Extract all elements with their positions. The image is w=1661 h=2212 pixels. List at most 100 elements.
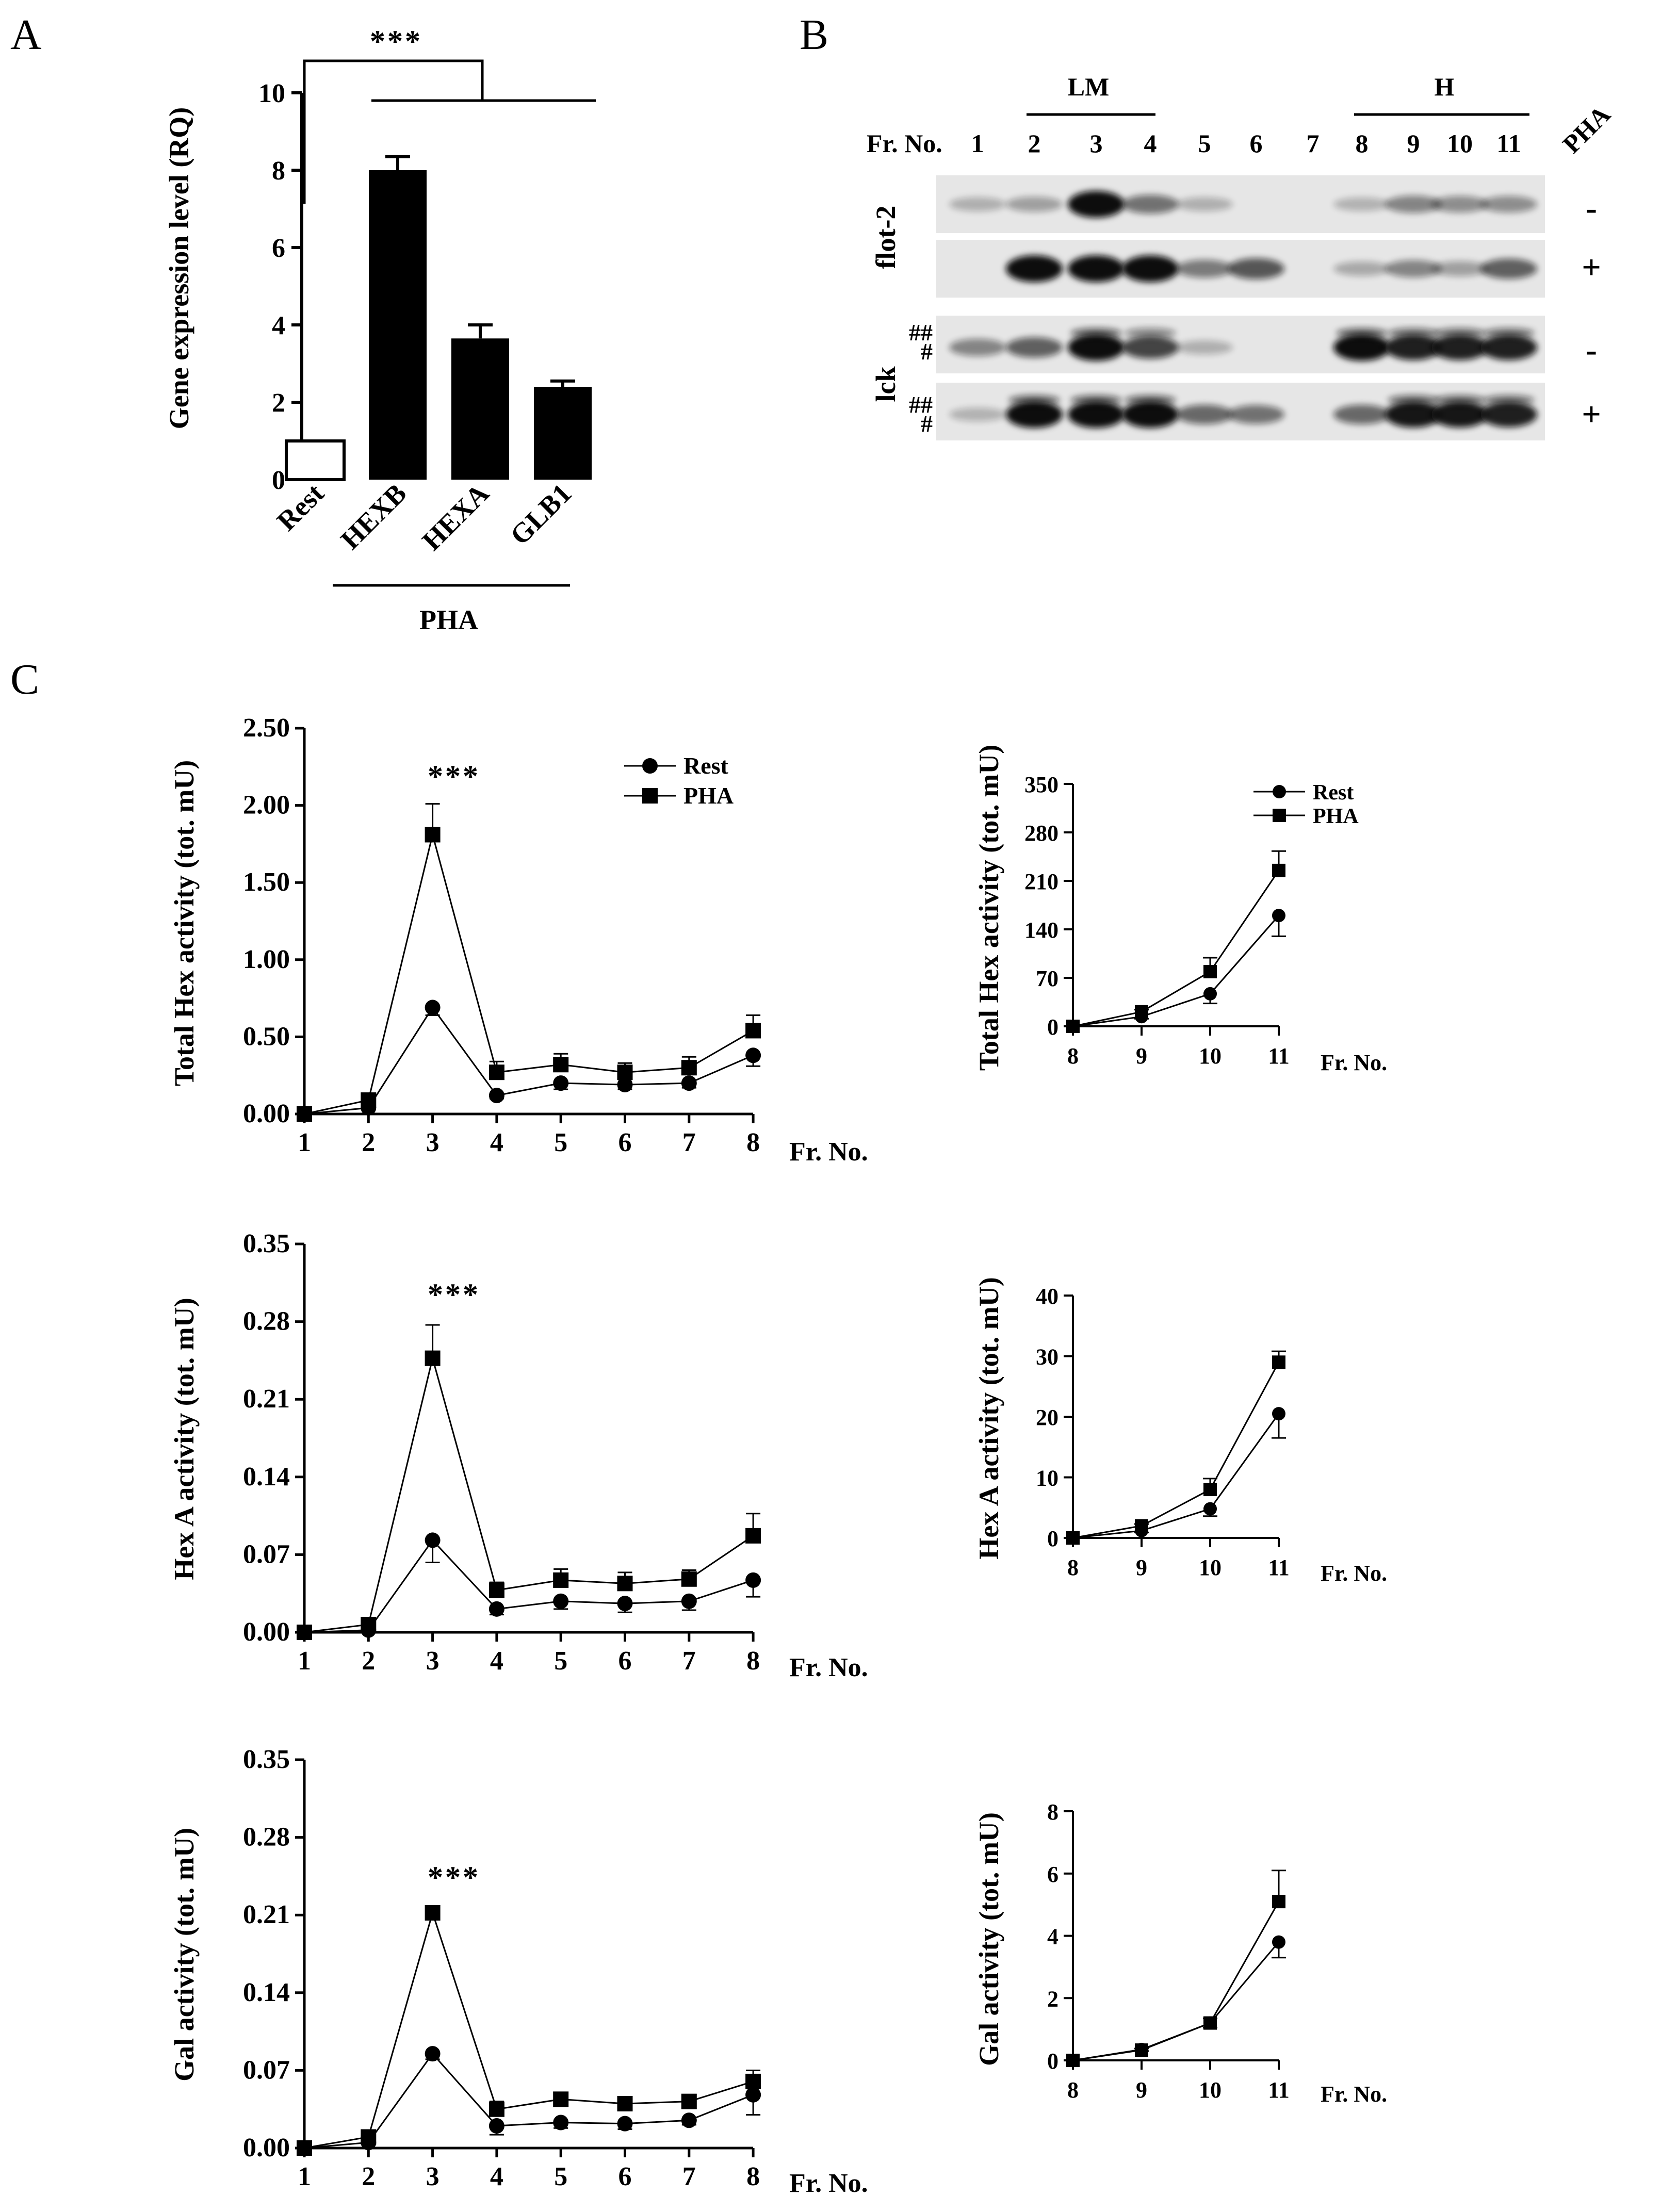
line-chart-gal-high: 0 2 4 6 8 8 9 10 11 Fr. No. Gal activity (tot. mU) — [973, 1799, 1387, 2107]
x-axis-label: Fr. No. — [1321, 1561, 1387, 1586]
series-line-pha — [1072, 870, 1280, 1027]
blot-sign-lck-rest: - — [1586, 331, 1597, 369]
point-pha — [745, 1023, 761, 1039]
blot-band — [1006, 255, 1063, 282]
y-tick-label: 0.07 — [243, 2055, 290, 2085]
blot-hash-single-1: # — [921, 338, 933, 365]
blot-band-upper — [1483, 395, 1535, 405]
series-line-rest — [1072, 915, 1280, 1027]
blot-band — [1333, 197, 1390, 211]
legend-marker-pha — [1273, 809, 1286, 822]
point-pha — [681, 2093, 697, 2109]
x-tick-label: 9 — [1136, 1555, 1147, 1580]
y-tick-label: 140 — [1024, 917, 1059, 943]
blot-lm-label: LM — [1068, 72, 1110, 101]
x-axis-label: Fr. No. — [1321, 1050, 1387, 1075]
blot-sign-lck-pha: + — [1582, 396, 1601, 433]
line-chart-hexa-low: 0.00 0.07 0.14 0.21 0.28 0.35 1 2 3 4 5 6 7 8 Fr. No. H… — [169, 1229, 868, 1682]
y-axis-label: Total Hex activity (tot. mU) — [973, 745, 1004, 1071]
point-pha — [745, 1528, 761, 1544]
blot-band — [1385, 401, 1442, 428]
series-line-pha — [1072, 1901, 1280, 2061]
point-pha — [361, 1616, 377, 1632]
blot-fraction-label: Fr. No. — [867, 129, 942, 158]
series-line-pha — [304, 1910, 754, 2149]
x-tick-label: 4 — [490, 1128, 503, 1157]
point-pha — [617, 1576, 633, 1592]
line-chart-total-hex-high: 0 70 140 210 280 350 8 9 10 11 Fr. No. Total Hex ac… — [973, 745, 1387, 1075]
point-pha — [617, 2095, 633, 2111]
point-pha — [553, 1572, 569, 1588]
blot-band — [1333, 404, 1390, 424]
blot-band — [1385, 195, 1442, 213]
y-tick-label: 2.50 — [243, 713, 290, 743]
x-tick-label: 7 — [682, 1128, 696, 1157]
blot-hash-single-2: # — [921, 411, 933, 437]
blot-protein-flot2: flot-2 — [870, 206, 901, 269]
point-rest — [745, 1047, 761, 1063]
x-tick-label: 11 — [1268, 2077, 1290, 2103]
x-tick-label: 1 — [298, 2162, 311, 2191]
y-tick-label: 0.14 — [243, 1978, 290, 2007]
blot-band — [1006, 196, 1063, 212]
point-pha — [1203, 1483, 1217, 1496]
point-pha — [1272, 1355, 1285, 1369]
bar-y-tick-label: 10 — [258, 79, 285, 108]
x-tick-label: 6 — [618, 1128, 632, 1157]
y-tick-label: 0 — [1047, 2049, 1059, 2074]
point-rest — [617, 2116, 633, 2132]
x-tick-label: 5 — [554, 1128, 567, 1157]
blot-band — [1122, 194, 1179, 214]
y-tick-label: 0.21 — [243, 1384, 290, 1414]
blot-band — [1006, 337, 1063, 358]
y-tick-label: 0.50 — [243, 1022, 290, 1051]
x-tick-label: 10 — [1199, 1555, 1222, 1580]
x-tick-label: 1 — [298, 1128, 311, 1157]
point-pha — [425, 1350, 441, 1366]
x-tick-label: 3 — [426, 1646, 439, 1676]
y-tick-label: 0.28 — [243, 1307, 290, 1336]
blot-band — [1480, 402, 1537, 428]
blot-band — [1006, 401, 1063, 428]
blot-band — [1480, 258, 1537, 279]
y-tick-label: 0.28 — [243, 1823, 290, 1852]
blot-band — [1068, 191, 1125, 218]
blot-band-upper — [1434, 327, 1486, 338]
y-tick-label: 210 — [1024, 869, 1059, 894]
blot-fraction-numbers: 1 2 3 4 5 6 7 8 9 10 11 — [971, 129, 1521, 158]
blot-band — [1122, 401, 1179, 428]
x-tick-label: 3 — [426, 1128, 439, 1157]
x-tick-label: 2 — [362, 1128, 375, 1157]
y-tick-label: 0.00 — [243, 1099, 290, 1128]
bar-chart-gene-expression: Gene expression level (RQ) *** PHA 0 2 4 6 8… — [164, 24, 596, 635]
x-tick-label: 8 — [746, 1128, 760, 1157]
x-tick-label: 4 — [490, 2162, 503, 2191]
point-pha — [1203, 964, 1217, 978]
blot-band — [1176, 340, 1233, 355]
panel-letter-a: A — [10, 11, 42, 59]
y-tick-label: 6 — [1047, 1862, 1059, 1887]
bar-category-label: GLB1 — [504, 478, 577, 551]
point-rest — [617, 1077, 633, 1093]
significance-label: *** — [428, 1860, 480, 1894]
point-rest — [1203, 987, 1217, 1001]
legend-marker-pha — [642, 788, 658, 804]
y-tick-label: 0.07 — [243, 1539, 290, 1569]
legend-label: PHA — [683, 782, 734, 809]
point-rest — [488, 2118, 504, 2134]
x-tick-label: 8 — [1067, 2077, 1079, 2103]
panel-letter-b: B — [800, 11, 828, 59]
blot-band — [1385, 335, 1442, 361]
point-pha — [1135, 1005, 1148, 1019]
blot-band-upper — [1125, 395, 1176, 405]
y-tick-label: 4 — [1047, 1924, 1059, 1949]
point-pha — [553, 1057, 569, 1073]
y-tick-label: 0.21 — [243, 1900, 290, 1929]
blot-band-upper — [1388, 395, 1439, 405]
blot-band — [1480, 335, 1537, 361]
blot-band — [949, 407, 1006, 421]
point-pha — [1135, 1519, 1148, 1533]
y-tick-label: 1.00 — [243, 945, 290, 974]
y-tick-label: 2 — [1047, 1986, 1059, 2011]
x-axis-label: Fr. No. — [789, 1653, 868, 1682]
